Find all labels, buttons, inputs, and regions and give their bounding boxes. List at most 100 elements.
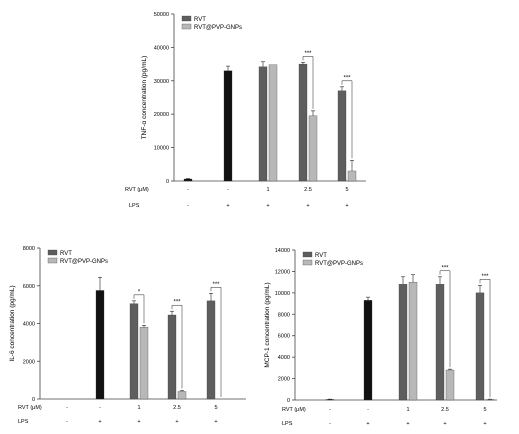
- y-tick-label: 20000: [154, 112, 169, 118]
- bar-control: [363, 300, 373, 401]
- y-tick-label: 4000: [23, 322, 35, 328]
- legend-swatch-rvt_pvp: [47, 257, 58, 264]
- row-label-lps: LPS: [18, 419, 29, 425]
- group-lps-label: -: [329, 421, 331, 427]
- chart-panel-3: 0 2000 4000 6000 8000 10000 12000 14000 MCP-1 co…: [264, 248, 497, 427]
- row-label-rvt: RVT (μM): [282, 407, 306, 413]
- group-lps-label: +: [226, 203, 229, 209]
- significance-bracket: [171, 304, 183, 389]
- significance-label: *: [138, 289, 141, 295]
- legend-swatch-rvt_pvp: [181, 23, 192, 30]
- group-rvt-label: -: [187, 187, 189, 193]
- group-lps-label: +: [406, 421, 409, 427]
- significance-label: ***: [304, 51, 312, 57]
- group-rvt-label: 5: [214, 405, 217, 411]
- row-label-rvt: RVT (μM): [18, 405, 42, 411]
- y-tick-label: 4000: [278, 355, 290, 361]
- group-lps-label: +: [98, 419, 101, 425]
- legend-label: RVT@PVP-GNPs: [194, 25, 242, 31]
- y-tick-label: 10000: [275, 291, 290, 297]
- bar-rvt_pvp: [485, 399, 495, 401]
- bar-rvt: [435, 284, 445, 401]
- group-rvt-label: 1: [406, 407, 409, 413]
- bar-rvt_pvp: [347, 170, 357, 182]
- significance-bracket: [439, 270, 451, 368]
- group-rvt-label: -: [227, 187, 229, 193]
- bar-rvt_pvp: [308, 115, 318, 182]
- y-tick-label: 6000: [23, 284, 35, 290]
- significance-label: ***: [173, 300, 181, 306]
- y-tick-label: 14000: [275, 248, 290, 254]
- bar-rvt_pvp: [445, 369, 455, 401]
- chart-panel-1: 0 10000 20000 30000 40000 50000 TNF-α concentr…: [125, 12, 366, 209]
- group-lps-label: -: [187, 203, 189, 209]
- group-lps-label: +: [483, 421, 486, 427]
- bar-rvt: [206, 300, 216, 400]
- significance-bracket: [341, 80, 353, 159]
- group-rvt-label: 5: [483, 407, 486, 413]
- bar-control: [223, 70, 233, 182]
- row-label-lps: LPS: [129, 203, 140, 209]
- y-tick-label: 0: [287, 398, 290, 404]
- group-rvt-label: 1: [266, 187, 269, 193]
- group-rvt-label: -: [367, 407, 369, 413]
- group-lps-label: +: [214, 419, 217, 425]
- bar-rvt_pvp: [139, 327, 149, 400]
- bar-rvt: [475, 292, 485, 401]
- legend-label: RVT: [194, 17, 206, 23]
- y-tick-label: 40000: [154, 45, 169, 51]
- group-rvt-label: 1: [137, 405, 140, 411]
- y-tick-label: 10000: [154, 146, 169, 152]
- bar-rvt: [398, 284, 408, 401]
- y-tick-label: 6000: [278, 334, 290, 340]
- group-rvt-label: -: [66, 405, 68, 411]
- y-tick-label: 8000: [278, 312, 290, 318]
- group-lps-label: +: [366, 421, 369, 427]
- bar-rvt: [167, 314, 177, 400]
- y-tick-label: 2000: [278, 377, 290, 383]
- group-lps-label: +: [137, 419, 140, 425]
- legend-label: RVT: [315, 253, 327, 259]
- bar-rvt: [129, 303, 139, 400]
- group-rvt-label: -: [99, 405, 101, 411]
- significance-label: ***: [343, 75, 351, 81]
- significance-bracket: [210, 287, 222, 397]
- y-tick-label: 12000: [275, 269, 290, 275]
- legend-swatch-rvt: [181, 15, 192, 22]
- significance-bracket: [479, 279, 491, 398]
- bar-rvt: [337, 90, 347, 182]
- y-tick-label: 0: [32, 397, 35, 403]
- bar-rvt_pvp: [177, 391, 187, 400]
- row-label-rvt: RVT (μM): [125, 187, 149, 193]
- y-tick-label: 2000: [23, 359, 35, 365]
- group-lps-label: +: [345, 203, 348, 209]
- group-rvt-label: 5: [345, 187, 348, 193]
- group-rvt-label: -: [329, 407, 331, 413]
- significance-bracket: [133, 294, 145, 324]
- group-lps-label: +: [306, 203, 309, 209]
- bar-control: [325, 399, 335, 401]
- y-axis-title: TNF-α concentration (pg/mL): [141, 56, 148, 140]
- group-lps-label: +: [175, 419, 178, 425]
- bar-rvt: [298, 63, 308, 182]
- legend-swatch-rvt: [302, 251, 313, 258]
- group-lps-label: +: [266, 203, 269, 209]
- group-lps-label: -: [66, 419, 68, 425]
- bar-rvt: [258, 66, 268, 182]
- y-tick-label: 50000: [154, 12, 169, 18]
- y-tick-label: 30000: [154, 79, 169, 85]
- significance-label: ***: [212, 282, 220, 288]
- y-tick-label: 8000: [23, 246, 35, 252]
- y-axis-title: IL-6 concentration (pg/mL): [9, 285, 16, 361]
- legend-swatch-rvt: [47, 249, 58, 256]
- y-axis-title: MCP-1 concentration (pg/mL): [264, 282, 271, 367]
- group-rvt-label: 2.5: [173, 405, 181, 411]
- chart-panel-2: 0 2000 4000 6000 8000 IL-6 concentration (pg/…: [9, 246, 246, 425]
- bar-control: [183, 178, 193, 182]
- group-rvt-label: 2.5: [441, 407, 449, 413]
- legend-label: RVT: [60, 251, 72, 257]
- group-lps-label: +: [443, 421, 446, 427]
- bar-rvt_pvp: [408, 281, 418, 401]
- legend-label: RVT@PVP-GNPs: [60, 259, 108, 265]
